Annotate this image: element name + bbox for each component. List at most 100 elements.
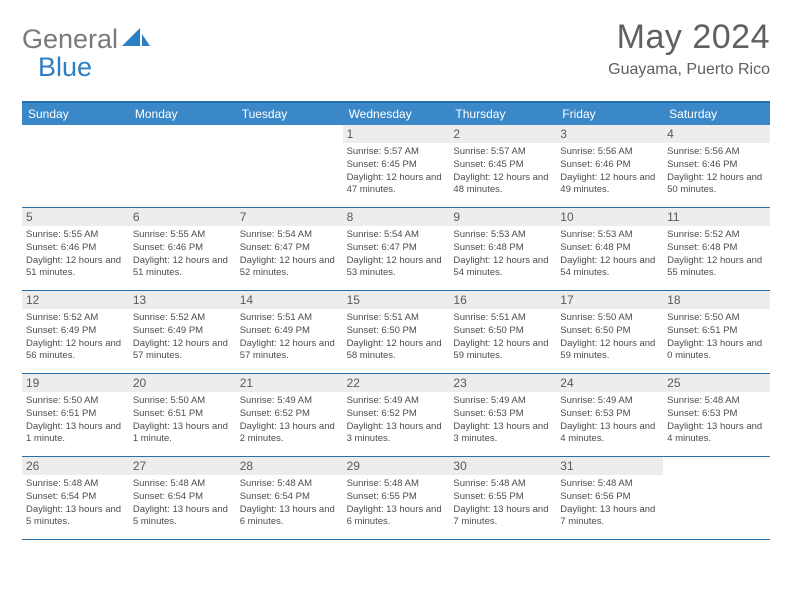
location-label: Guayama, Puerto Rico [608,61,770,79]
weeks-container: 1Sunrise: 5:57 AMSunset: 6:45 PMDaylight… [22,125,770,540]
day-number: 22 [343,374,450,392]
day-cell: 8 Sunrise: 5:54 AMSunset: 6:47 PMDaylight… [343,208,450,290]
day-cell: 29 Sunrise: 5:48 AMSunset: 6:55 PMDayligh… [343,457,450,539]
week-row: 5Sunrise: 5:55 AMSunset: 6:46 PMDaylight… [22,208,770,291]
day-number: 20 [129,374,236,392]
day-number: 29 [343,457,450,475]
weekday-label: Friday [556,103,663,125]
day-info: Sunrise: 5:54 AMSunset: 6:47 PMDaylight:… [240,229,339,280]
day-cell: 5Sunrise: 5:55 AMSunset: 6:46 PMDaylight… [22,208,129,290]
day-number: 11 [663,208,770,226]
week-row: 12Sunrise: 5:52 AMSunset: 6:49 PMDayligh… [22,291,770,374]
brand-sail-icon [122,26,150,53]
week-row: 1Sunrise: 5:57 AMSunset: 6:45 PMDaylight… [22,125,770,208]
day-info: Sunrise: 5:54 AMSunset: 6:47 PMDaylight:… [347,229,446,280]
day-cell: 11 Sunrise: 5:52 AMSunset: 6:48 PMDayligh… [663,208,770,290]
brand-text-general: General [22,24,118,55]
title-block: May 2024 Guayama, Puerto Rico [608,18,770,79]
day-cell: 18Sunrise: 5:50 AMSunset: 6:51 PMDayligh… [663,291,770,373]
day-cell: 20 Sunrise: 5:50 AMSunset: 6:51 PMDayligh… [129,374,236,456]
day-cell: 7Sunrise: 5:54 AMSunset: 6:47 PMDaylight… [236,208,343,290]
day-number: 3 [556,125,663,143]
day-cell: 21 Sunrise: 5:49 AMSunset: 6:52 PMDayligh… [236,374,343,456]
day-info: Sunrise: 5:52 AMSunset: 6:48 PMDaylight:… [667,229,766,280]
day-number: 4 [663,125,770,143]
day-info: Sunrise: 5:48 AMSunset: 6:54 PMDaylight:… [240,478,339,529]
day-info: Sunrise: 5:51 AMSunset: 6:50 PMDaylight:… [347,312,446,363]
day-number: 23 [449,374,556,392]
weekday-label: Wednesday [343,103,450,125]
day-number: 8 [343,208,450,226]
day-info: Sunrise: 5:49 AMSunset: 6:53 PMDaylight:… [560,395,659,446]
day-info: Sunrise: 5:55 AMSunset: 6:46 PMDaylight:… [133,229,232,280]
day-cell: 30Sunrise: 5:48 AMSunset: 6:55 PMDayligh… [449,457,556,539]
day-info: Sunrise: 5:48 AMSunset: 6:54 PMDaylight:… [26,478,125,529]
day-cell: 31Sunrise: 5:48 AMSunset: 6:56 PMDayligh… [556,457,663,539]
day-cell: 17Sunrise: 5:50 AMSunset: 6:50 PMDayligh… [556,291,663,373]
day-cell: 13Sunrise: 5:52 AMSunset: 6:49 PMDayligh… [129,291,236,373]
brand-text-blue-wrap: Blue [36,52,92,83]
day-cell: 24 Sunrise: 5:49 AMSunset: 6:53 PMDayligh… [556,374,663,456]
day-cell [22,125,129,207]
day-info: Sunrise: 5:49 AMSunset: 6:52 PMDaylight:… [347,395,446,446]
day-info: Sunrise: 5:51 AMSunset: 6:49 PMDaylight:… [240,312,339,363]
day-info: Sunrise: 5:52 AMSunset: 6:49 PMDaylight:… [26,312,125,363]
weekday-header: SundayMondayTuesdayWednesdayThursdayFrid… [22,103,770,125]
day-number: 10 [556,208,663,226]
day-number: 15 [343,291,450,309]
day-number: 6 [129,208,236,226]
day-cell: 6 Sunrise: 5:55 AMSunset: 6:46 PMDaylight… [129,208,236,290]
day-cell: 26Sunrise: 5:48 AMSunset: 6:54 PMDayligh… [22,457,129,539]
day-info: Sunrise: 5:50 AMSunset: 6:51 PMDaylight:… [133,395,232,446]
day-cell [129,125,236,207]
day-cell: 27Sunrise: 5:48 AMSunset: 6:54 PMDayligh… [129,457,236,539]
day-number: 19 [22,374,129,392]
day-number: 24 [556,374,663,392]
brand-text-blue: Blue [38,52,92,82]
calendar-page: General May 2024 Guayama, Puerto Rico Bl… [0,0,792,558]
day-number: 9 [449,208,556,226]
header: General May 2024 Guayama, Puerto Rico [22,18,770,79]
day-info: Sunrise: 5:48 AMSunset: 6:55 PMDaylight:… [453,478,552,529]
weekday-label: Monday [129,103,236,125]
weekday-label: Saturday [663,103,770,125]
day-info: Sunrise: 5:49 AMSunset: 6:52 PMDaylight:… [240,395,339,446]
day-info: Sunrise: 5:48 AMSunset: 6:55 PMDaylight:… [347,478,446,529]
day-cell: 25Sunrise: 5:48 AMSunset: 6:53 PMDayligh… [663,374,770,456]
day-info: Sunrise: 5:55 AMSunset: 6:46 PMDaylight:… [26,229,125,280]
day-number: 28 [236,457,343,475]
day-cell: 23 Sunrise: 5:49 AMSunset: 6:53 PMDayligh… [449,374,556,456]
day-cell [663,457,770,539]
week-row: 19Sunrise: 5:50 AMSunset: 6:51 PMDayligh… [22,374,770,457]
day-info: Sunrise: 5:56 AMSunset: 6:46 PMDaylight:… [667,146,766,197]
day-info: Sunrise: 5:57 AMSunset: 6:45 PMDaylight:… [453,146,552,197]
day-cell: 2 Sunrise: 5:57 AMSunset: 6:45 PMDaylight… [449,125,556,207]
day-cell: 9 Sunrise: 5:53 AMSunset: 6:48 PMDaylight… [449,208,556,290]
weekday-label: Tuesday [236,103,343,125]
day-info: Sunrise: 5:57 AMSunset: 6:45 PMDaylight:… [347,146,446,197]
day-number: 12 [22,291,129,309]
day-cell: 3Sunrise: 5:56 AMSunset: 6:46 PMDaylight… [556,125,663,207]
day-number: 2 [449,125,556,143]
calendar: SundayMondayTuesdayWednesdayThursdayFrid… [22,101,770,540]
day-info: Sunrise: 5:48 AMSunset: 6:53 PMDaylight:… [667,395,766,446]
day-number: 16 [449,291,556,309]
day-number: 17 [556,291,663,309]
month-title: May 2024 [608,18,770,57]
day-info: Sunrise: 5:48 AMSunset: 6:54 PMDaylight:… [133,478,232,529]
day-info: Sunrise: 5:53 AMSunset: 6:48 PMDaylight:… [453,229,552,280]
day-info: Sunrise: 5:50 AMSunset: 6:51 PMDaylight:… [26,395,125,446]
day-cell: 16 Sunrise: 5:51 AMSunset: 6:50 PMDayligh… [449,291,556,373]
day-cell [236,125,343,207]
day-info: Sunrise: 5:49 AMSunset: 6:53 PMDaylight:… [453,395,552,446]
day-cell: 14Sunrise: 5:51 AMSunset: 6:49 PMDayligh… [236,291,343,373]
day-cell: 1Sunrise: 5:57 AMSunset: 6:45 PMDaylight… [343,125,450,207]
day-number: 21 [236,374,343,392]
day-cell: 10 Sunrise: 5:53 AMSunset: 6:48 PMDayligh… [556,208,663,290]
day-cell: 22 Sunrise: 5:49 AMSunset: 6:52 PMDayligh… [343,374,450,456]
day-cell: 12 Sunrise: 5:52 AMSunset: 6:49 PMDayligh… [22,291,129,373]
day-cell: 15 Sunrise: 5:51 AMSunset: 6:50 PMDayligh… [343,291,450,373]
day-info: Sunrise: 5:51 AMSunset: 6:50 PMDaylight:… [453,312,552,363]
day-info: Sunrise: 5:53 AMSunset: 6:48 PMDaylight:… [560,229,659,280]
day-info: Sunrise: 5:52 AMSunset: 6:49 PMDaylight:… [133,312,232,363]
